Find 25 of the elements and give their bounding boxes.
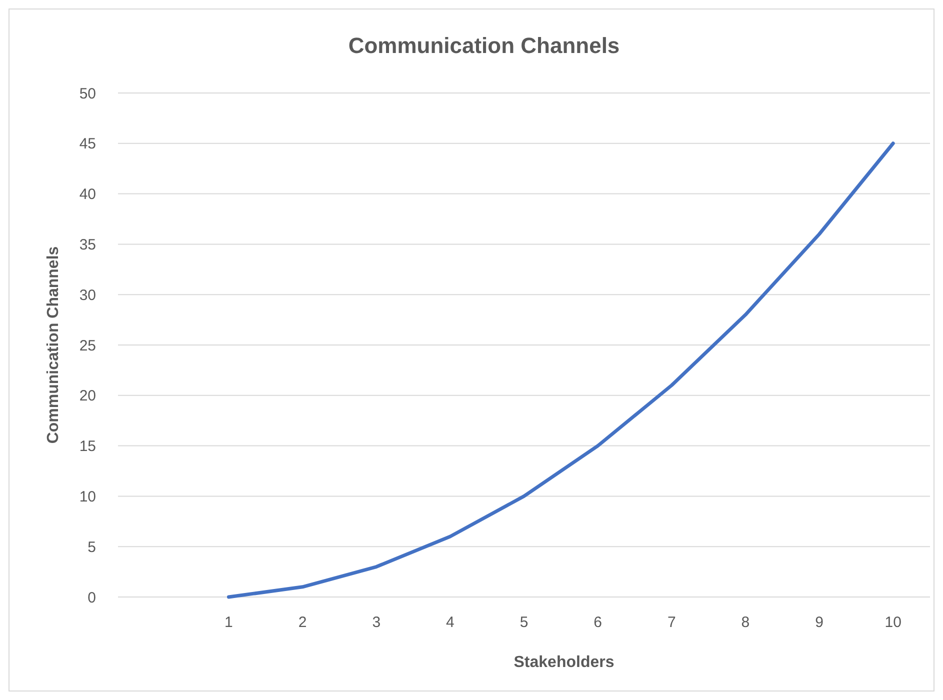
x-tick-label: 2 xyxy=(298,614,307,631)
y-tick-label: 35 xyxy=(79,236,96,254)
y-tick-label: 20 xyxy=(79,388,96,405)
x-axis-title: Stakeholders xyxy=(514,654,614,671)
x-tick-label: 6 xyxy=(594,614,602,631)
x-tick-label: 1 xyxy=(224,614,233,631)
x-tick-label: 8 xyxy=(741,614,750,631)
x-tick-label: 4 xyxy=(446,614,454,631)
y-tick-label: 50 xyxy=(79,85,96,102)
y-tick-label: 45 xyxy=(79,136,96,153)
line-series xyxy=(226,142,895,599)
y-tick-label: 40 xyxy=(79,186,96,204)
x-tick-label: 3 xyxy=(372,614,381,631)
y-tick-label: 0 xyxy=(88,589,96,606)
y-tick-label: 15 xyxy=(79,438,96,456)
x-tick-label: 10 xyxy=(884,614,902,631)
x-tick-label: 7 xyxy=(667,614,676,631)
chart-title: Communication Channels xyxy=(348,33,620,58)
y-tick-label: 25 xyxy=(79,337,96,354)
x-tick-label: 9 xyxy=(815,614,824,631)
y-tick-label: 5 xyxy=(88,538,96,556)
x-tick-label: 5 xyxy=(520,614,528,631)
y-tick-label: 10 xyxy=(79,488,96,506)
y-axis-title: Communication Channels xyxy=(45,246,62,444)
y-tick-label: 30 xyxy=(79,286,96,304)
